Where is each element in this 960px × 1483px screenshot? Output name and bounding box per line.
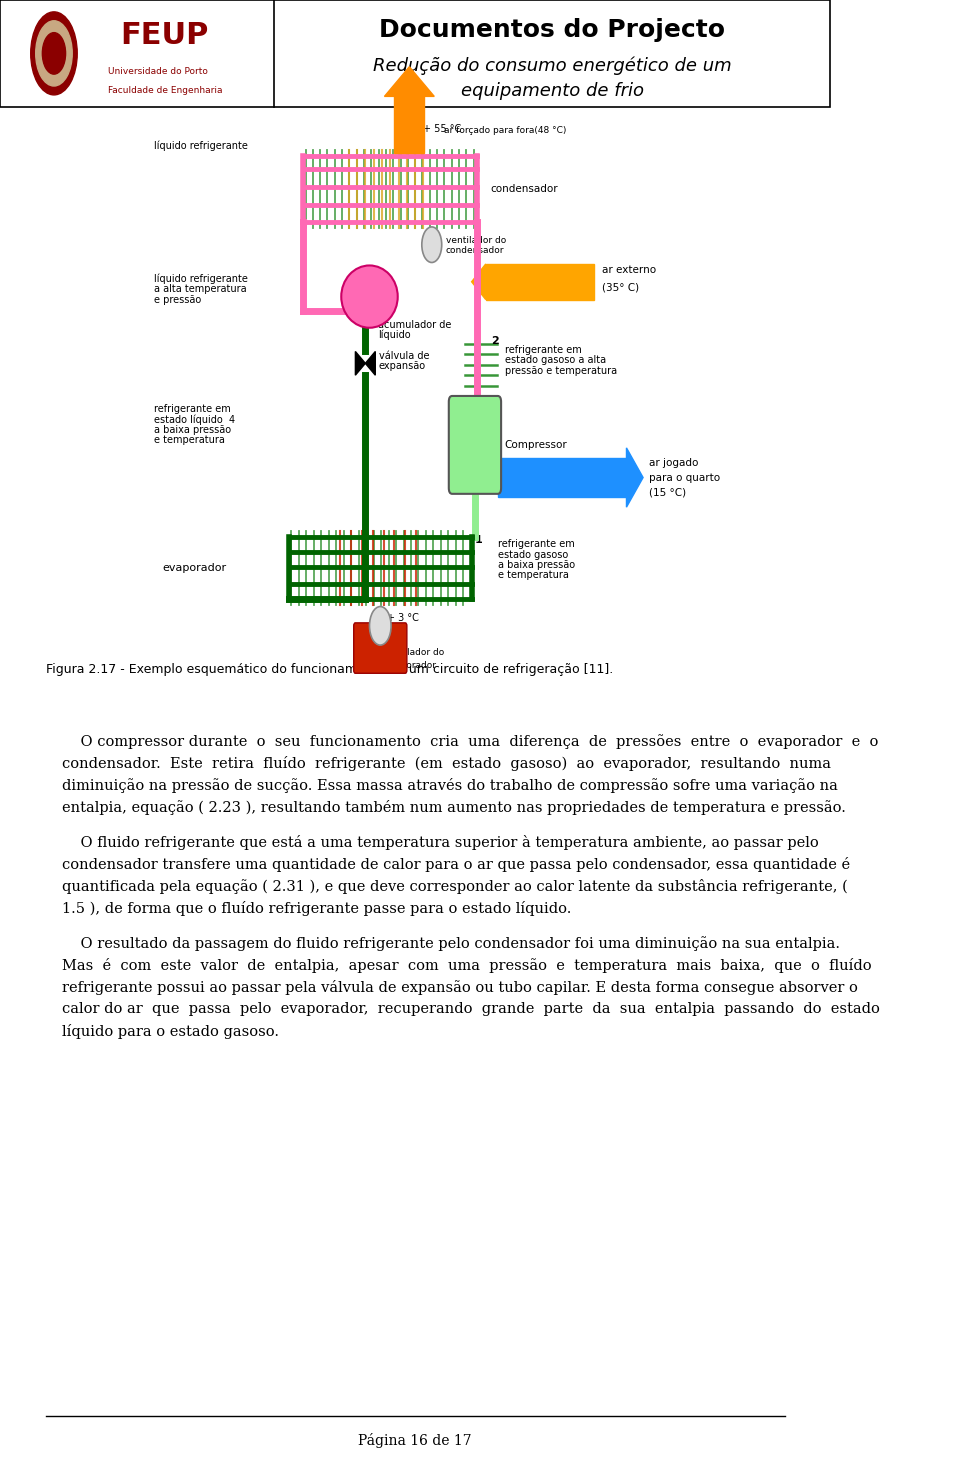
Text: Página 16 de 17: Página 16 de 17: [358, 1433, 472, 1447]
Text: Compressor: Compressor: [504, 440, 567, 449]
Text: e temperatura: e temperatura: [498, 571, 569, 580]
Text: Documentos do Projecto: Documentos do Projecto: [379, 18, 725, 42]
Text: para o quarto: para o quarto: [649, 473, 720, 482]
Text: 3: 3: [380, 271, 388, 280]
Text: pressão e temperatura: pressão e temperatura: [505, 366, 617, 375]
Text: líquido refrigerante: líquido refrigerante: [154, 273, 248, 285]
FancyBboxPatch shape: [353, 623, 407, 673]
Text: e temperatura: e temperatura: [154, 436, 225, 445]
Text: refrigerante em: refrigerante em: [154, 405, 230, 414]
Text: diminuição na pressão de sucção. Essa massa através do trabalho de compressão so: diminuição na pressão de sucção. Essa ma…: [62, 779, 838, 793]
Text: + 55 °C: + 55 °C: [423, 125, 462, 133]
Circle shape: [31, 12, 77, 95]
Text: 1: 1: [475, 535, 483, 544]
Text: Mas  é  com  este  valor  de  entalpia,  apesar  com  uma  pressão  e  temperatu: Mas é com este valor de entalpia, apesar…: [62, 958, 872, 973]
Text: + 3 °C: + 3 °C: [387, 614, 419, 623]
Text: a alta temperatura: a alta temperatura: [154, 285, 246, 294]
Text: condensador.  Este  retira  fluído  refrigerante  (em  estado  gasoso)  ao  evap: condensador. Este retira fluído refriger…: [62, 756, 831, 771]
Text: ar forçado para fora(48 °C): ar forçado para fora(48 °C): [444, 126, 566, 135]
Text: ar jogado: ar jogado: [649, 458, 698, 467]
Circle shape: [421, 227, 442, 262]
Text: Faculdade de Engenharia: Faculdade de Engenharia: [108, 86, 223, 95]
Text: líquido: líquido: [378, 329, 411, 341]
Text: expansão: expansão: [378, 362, 425, 371]
Text: refrigerante possui ao passar pela válvula de expansão ou tubo capilar. E desta : refrigerante possui ao passar pela válvu…: [62, 980, 858, 995]
Text: líquido refrigerante: líquido refrigerante: [154, 141, 248, 151]
Text: O compressor durante  o  seu  funcionamento  cria  uma  diferença  de  pressões : O compressor durante o seu funcionamento…: [62, 734, 878, 749]
Text: (15 °C): (15 °C): [649, 488, 686, 497]
Text: ventilador do: ventilador do: [384, 648, 444, 657]
Text: Figura 2.17 - Exemplo esquemático do funcionamento de um circuito de refrigeraçã: Figura 2.17 - Exemplo esquemático do fun…: [46, 663, 612, 676]
FancyBboxPatch shape: [0, 0, 830, 107]
Text: Universidade do Porto: Universidade do Porto: [108, 67, 207, 76]
FancyBboxPatch shape: [448, 396, 501, 494]
Text: estado gasoso: estado gasoso: [498, 550, 568, 559]
Text: equipamento de frio: equipamento de frio: [461, 82, 643, 99]
Text: refrigerante em: refrigerante em: [498, 540, 575, 549]
Text: FEUP: FEUP: [120, 21, 208, 50]
FancyBboxPatch shape: [486, 264, 593, 300]
Polygon shape: [471, 264, 486, 300]
Text: 1.5 ), de forma que o fluído refrigerante passe para o estado líquido.: 1.5 ), de forma que o fluído refrigerant…: [62, 900, 571, 916]
Text: entalpia, equação ( 2.23 ), resultando também num aumento nas propriedades de te: entalpia, equação ( 2.23 ), resultando t…: [62, 799, 846, 816]
Polygon shape: [366, 351, 375, 375]
Text: estado líquido  4: estado líquido 4: [154, 414, 235, 426]
Text: evaporador: evaporador: [384, 661, 437, 670]
Ellipse shape: [341, 265, 397, 328]
FancyBboxPatch shape: [395, 93, 424, 153]
Text: O resultado da passagem do fluido refrigerante pelo condensador foi uma diminuiç: O resultado da passagem do fluido refrig…: [62, 936, 840, 951]
Text: quantificada pela equação ( 2.31 ), e que deve corresponder ao calor latente da : quantificada pela equação ( 2.31 ), e qu…: [62, 879, 848, 894]
Text: ar externo: ar externo: [602, 265, 656, 274]
Polygon shape: [627, 448, 643, 507]
Text: evaporador: evaporador: [163, 564, 227, 572]
Text: condensador: condensador: [445, 246, 504, 255]
Text: Redução do consumo energético de um: Redução do consumo energético de um: [372, 56, 732, 76]
Text: a baixa pressão: a baixa pressão: [498, 561, 575, 569]
FancyBboxPatch shape: [498, 458, 627, 497]
Polygon shape: [355, 351, 366, 375]
Text: O fluido refrigerante que está a uma temperatura superior à temperatura ambiente: O fluido refrigerante que está a uma tem…: [62, 835, 819, 850]
Text: refrigerante em: refrigerante em: [505, 346, 582, 354]
Circle shape: [42, 33, 65, 74]
Text: condensador: condensador: [490, 184, 558, 194]
Text: condensador transfere uma quantidade de calor para o ar que passa pelo condensad: condensador transfere uma quantidade de …: [62, 857, 851, 872]
Text: (35° C): (35° C): [602, 283, 639, 292]
Text: e pressão: e pressão: [154, 295, 201, 304]
Text: estado gasoso a alta: estado gasoso a alta: [505, 356, 606, 365]
Text: calor do ar  que  passa  pelo  evaporador,  recuperando  grande  parte  da  sua : calor do ar que passa pelo evaporador, r…: [62, 1003, 880, 1016]
Text: 2: 2: [492, 337, 499, 346]
Text: ventilador do: ventilador do: [445, 236, 506, 245]
Text: válvula de: válvula de: [378, 351, 429, 360]
Text: líquido para o estado gasoso.: líquido para o estado gasoso.: [62, 1023, 279, 1038]
Circle shape: [36, 21, 72, 86]
Polygon shape: [384, 67, 434, 96]
Circle shape: [370, 607, 391, 645]
Text: acumulador de: acumulador de: [378, 320, 451, 329]
Text: a baixa pressão: a baixa pressão: [154, 426, 230, 435]
